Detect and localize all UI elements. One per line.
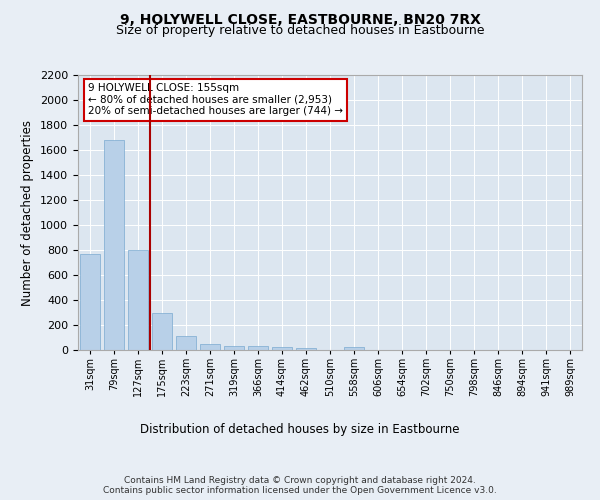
Bar [248,346,268,350]
Text: 9 HOLYWELL CLOSE: 155sqm
← 80% of detached houses are smaller (2,953)
20% of sem: 9 HOLYWELL CLOSE: 155sqm ← 80% of detach… [88,83,343,116]
Bar [176,336,196,350]
Bar [80,254,100,350]
Text: Distribution of detached houses by size in Eastbourne: Distribution of detached houses by size … [140,422,460,436]
Bar [128,250,148,350]
Text: Contains HM Land Registry data © Crown copyright and database right 2024.
Contai: Contains HM Land Registry data © Crown c… [103,476,497,495]
Text: 9, HOLYWELL CLOSE, EASTBOURNE, BN20 7RX: 9, HOLYWELL CLOSE, EASTBOURNE, BN20 7RX [119,12,481,26]
Bar [272,347,292,350]
Bar [344,347,364,350]
Y-axis label: Number of detached properties: Number of detached properties [22,120,34,306]
Bar [224,346,244,350]
Bar [200,344,220,350]
Text: Size of property relative to detached houses in Eastbourne: Size of property relative to detached ho… [116,24,484,37]
Bar [104,140,124,350]
Bar [152,312,172,350]
Bar [296,348,316,350]
